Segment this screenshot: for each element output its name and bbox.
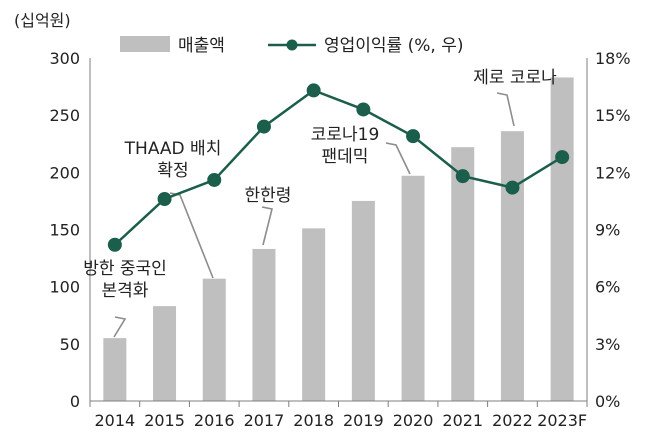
margin-point-2017 <box>256 119 271 134</box>
bar-2019 <box>351 200 375 401</box>
margin-point-2022 <box>505 180 520 195</box>
margin-line <box>114 88 563 246</box>
plot-area: 0 50 100 150 200 250 300 0% 3% 6% 9% 12% 15% 18% 2014 2… <box>49 49 630 430</box>
margin-point-2019 <box>356 102 371 117</box>
legend-label-margin: 영업이익률 (%, 우) <box>324 36 463 56</box>
x-tick-label: 2017 <box>244 411 285 430</box>
annotation-label: 코로나19 <box>311 125 380 145</box>
annotation-label: 팬데믹 <box>322 147 369 167</box>
right-tick-label: 3% <box>595 335 620 354</box>
margin-point-2018 <box>306 83 321 98</box>
legend: 매출액 영업이익률 (%, 우) <box>120 36 463 56</box>
right-tick-label: 0% <box>595 392 620 411</box>
annotation-label: 확정 <box>157 161 188 181</box>
margin-point-2023F <box>555 150 570 165</box>
x-tick-label: 2020 <box>393 411 434 430</box>
margin-point-2014 <box>107 237 122 252</box>
left-tick-label: 300 <box>49 49 80 68</box>
margin-point-2016 <box>207 172 222 187</box>
x-tick-label: 2018 <box>293 411 334 430</box>
margin-point-2015 <box>157 192 172 207</box>
annotation-label: 방한 중국인 <box>83 259 167 279</box>
left-tick-label: 50 <box>60 335 80 354</box>
left-tick-label: 0 <box>70 392 80 411</box>
bar-2016 <box>202 278 226 401</box>
right-tick-label: 18% <box>595 49 631 68</box>
x-tick-label: 2023F <box>537 411 587 430</box>
bar-2017 <box>252 248 276 401</box>
annotation-leader <box>113 316 127 338</box>
left-tick-label: 200 <box>49 163 80 182</box>
left-tick-label: 100 <box>49 278 80 297</box>
right-tick-label: 6% <box>595 278 620 297</box>
bar-2021 <box>451 147 475 401</box>
bar-2018 <box>302 228 326 401</box>
legend-swatch-revenue <box>120 36 170 52</box>
right-tick-label: 9% <box>595 221 620 240</box>
annotation-label: 제로 코로나 <box>473 68 557 88</box>
x-tick-label: 2021 <box>442 411 483 430</box>
annotation-label: 본격화 <box>102 281 149 301</box>
right-tick-label: 15% <box>595 106 631 125</box>
x-tick-label: 2016 <box>194 411 235 430</box>
legend-swatch-margin-marker <box>286 39 298 51</box>
legend-label-revenue: 매출액 <box>178 36 225 56</box>
annotation-label: 한한령 <box>245 186 292 206</box>
annotation-leader <box>496 92 515 127</box>
annotation-label: THAAD 배치 <box>124 139 222 159</box>
bar-2014 <box>103 338 127 401</box>
margin-point-2020 <box>406 129 421 144</box>
bar-2023F <box>550 77 574 401</box>
margin-point-2021 <box>455 169 470 184</box>
x-tick-label: 2014 <box>94 411 135 430</box>
x-tick-label: 2015 <box>144 411 185 430</box>
annotation-leader <box>385 142 411 175</box>
bar-2015 <box>153 306 177 401</box>
bar-2020 <box>401 175 425 401</box>
x-tick-label: 2022 <box>492 411 533 430</box>
annotation-leader <box>169 192 214 279</box>
bar-2022 <box>500 131 524 401</box>
left-tick-label: 150 <box>49 221 80 240</box>
x-tick-label: 2019 <box>343 411 384 430</box>
annotation-leader <box>261 206 273 246</box>
right-tick-label: 12% <box>595 163 631 182</box>
left-tick-label: 250 <box>49 106 80 125</box>
left-axis-unit: (십억원) <box>14 11 71 30</box>
